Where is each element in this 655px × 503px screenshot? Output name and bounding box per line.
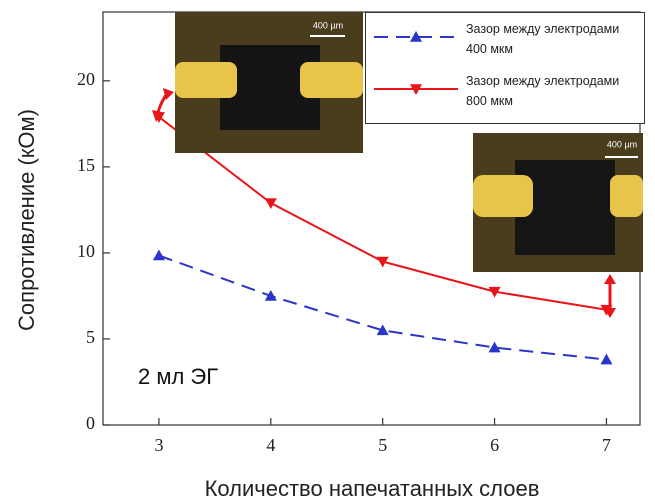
annotation: 2 мл ЭГ — [138, 364, 218, 389]
legend-entry: Зазор между электродами 400 мкм — [366, 17, 646, 67]
data-point — [265, 198, 277, 209]
legend-label: Зазор между электродами 400 мкм — [466, 19, 631, 59]
legend-swatch — [372, 79, 462, 99]
x-axis-label: Количество напечатанных слоев — [205, 476, 540, 501]
legend: Зазор между электродами 400 мкм Зазор меж… — [365, 12, 645, 124]
x-tick-label: 7 — [602, 435, 611, 455]
x-tick-label: 5 — [378, 435, 387, 455]
legend-entry: Зазор между электродами 800 мкм — [366, 69, 646, 119]
y-tick-label: 15 — [77, 155, 95, 175]
y-tick-label: 10 — [77, 241, 95, 261]
x-tick-label: 4 — [266, 435, 275, 455]
x-tick-label: 3 — [154, 435, 163, 455]
scale-label: 400 µm — [313, 20, 343, 30]
y-tick-label: 0 — [86, 413, 95, 433]
data-point — [153, 249, 165, 260]
y-tick-label: 5 — [86, 327, 95, 347]
legend-swatch — [372, 27, 462, 47]
inset-photo: 400 µm — [175, 12, 363, 153]
legend-label: Зазор между электродами 800 мкм — [466, 71, 631, 111]
data-point — [600, 354, 612, 365]
data-point — [489, 342, 501, 353]
page: 0 5 10 15 20 3 4 5 6 7 400 µm 400 µm 2 мл ЭГ Коли… — [0, 0, 655, 503]
y-tick-label: 20 — [77, 69, 95, 89]
inset-photo: 400 µm — [473, 133, 643, 272]
x-tick-label: 6 — [490, 435, 499, 455]
y-axis-label: Сопротивление (кОм) — [14, 109, 39, 331]
scale-label: 400 µm — [607, 139, 637, 149]
